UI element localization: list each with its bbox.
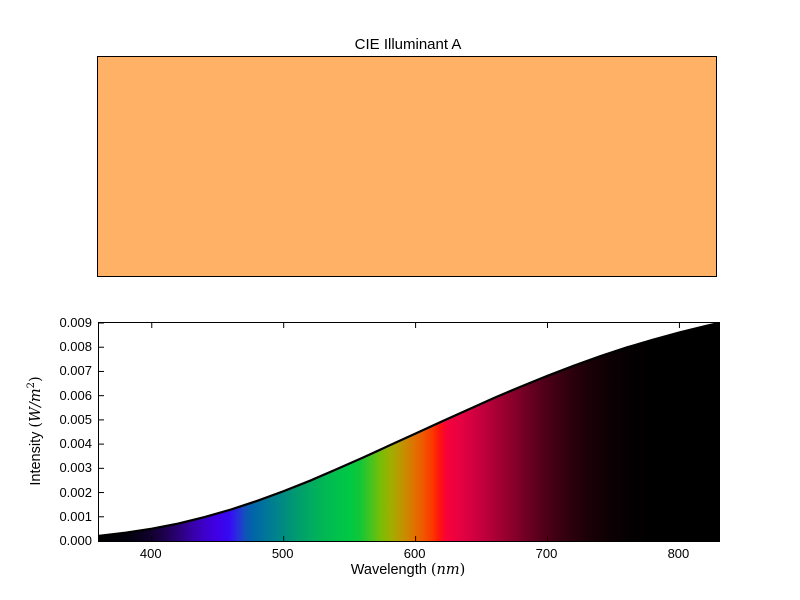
y-tick-label: 0.008 bbox=[59, 339, 92, 355]
spectrum-area bbox=[99, 323, 719, 541]
x-tick-label: 700 bbox=[535, 546, 558, 561]
y-tick-label: 0.009 bbox=[59, 315, 92, 330]
y-tick-label: 0.004 bbox=[59, 436, 92, 452]
chart-title: CIE Illuminant A bbox=[354, 36, 462, 53]
y-tick-label: 0.003 bbox=[59, 460, 92, 476]
y-tick-label: 0.002 bbox=[59, 484, 92, 500]
x-axis-label: Wavelength (nm) bbox=[350, 562, 466, 578]
illuminant-color-swatch bbox=[97, 56, 717, 277]
y-tick-label: 0.001 bbox=[59, 508, 92, 524]
y-tick-label: 0.000 bbox=[59, 533, 92, 548]
spd-curve bbox=[99, 323, 719, 538]
x-tick-label: 400 bbox=[139, 546, 162, 561]
x-tick-label: 600 bbox=[403, 546, 426, 561]
x-tick-label: 800 bbox=[667, 546, 690, 561]
y-tick-label: 0.006 bbox=[59, 387, 92, 403]
y-tick-label: 0.007 bbox=[59, 363, 92, 379]
spectrum-plot bbox=[98, 322, 720, 542]
spectrum-svg bbox=[99, 323, 719, 541]
x-tick-label: 500 bbox=[271, 546, 294, 561]
y-tick-label: 0.005 bbox=[59, 411, 92, 427]
